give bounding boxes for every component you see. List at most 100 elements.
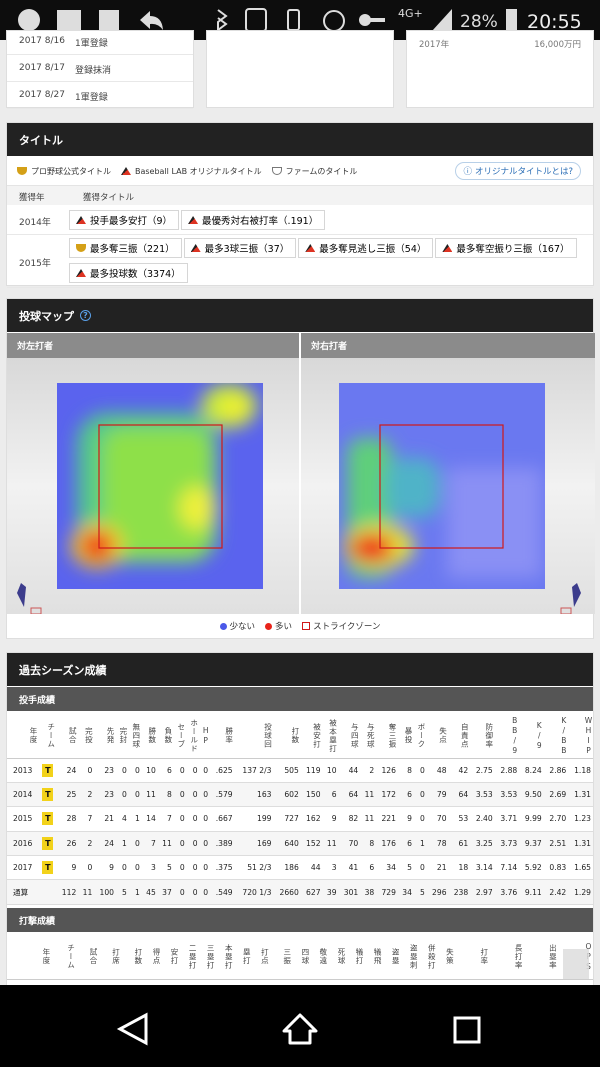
bluetooth-icon	[217, 9, 228, 32]
stats-cell: 3.71	[494, 806, 520, 832]
column-header: 二塁打	[180, 933, 199, 980]
stats-cell: 602	[273, 782, 301, 808]
stats-cell: 0	[186, 855, 200, 881]
stats-cell: 2	[78, 831, 95, 857]
app-icon	[18, 9, 40, 31]
stats-cell: 2.97	[470, 879, 495, 905]
stats-cell: 176	[376, 831, 398, 857]
legend-swatch-low	[219, 622, 227, 630]
help-link-text[interactable]: オリジナルタイトルとは?	[474, 167, 573, 177]
column-header: 暴投	[397, 712, 414, 759]
heat-blob	[102, 428, 212, 558]
stats-cell: 0	[78, 758, 95, 783]
stats-cell: 3.76	[494, 879, 520, 905]
title-chip: 最多奪空振り三振（167）	[435, 238, 577, 258]
column-header: 自責点	[448, 712, 471, 759]
title-chip: 最優秀対右被打率（.191）	[181, 210, 326, 230]
title-text: 最優秀対右被打率（.191）	[202, 216, 319, 227]
stats-cell: 0	[116, 855, 129, 881]
stats-cell: 0	[116, 758, 129, 783]
title-icon	[190, 244, 201, 252]
column-header: 死球	[328, 933, 347, 980]
stats-cell: 34	[376, 855, 398, 881]
stats-cell: 2.40	[470, 806, 495, 832]
stats-cell: 11	[141, 782, 158, 808]
home-button[interactable]	[282, 1013, 318, 1045]
pitching-wrap: 年度 チーム 試合 完投 先発 完封 無四球 勝数 負数 セーブ ホールド HP 勝率 投球回 打数 被安打被…	[7, 712, 593, 905]
stats-row: 2017 T 9 0 9 0 0 3 5 0 0 0.375 51 2/3 186 44 3 41 6 34 5 0 21…	[7, 855, 593, 881]
stats-cell: .389	[210, 831, 235, 857]
stats-cell: 45	[141, 879, 158, 905]
stats-cell: 6	[360, 855, 377, 881]
column-header: 本塁打	[216, 933, 235, 980]
panel-right-heading: 対右打者	[301, 333, 595, 358]
column-header: K/9	[519, 712, 544, 759]
title-text: 最多3球三振（37）	[204, 244, 290, 255]
stats-cell: 0	[413, 782, 427, 808]
column-header: 打率	[455, 933, 490, 980]
stats-cell: 0	[199, 782, 211, 808]
stats-cell: 172	[376, 782, 398, 808]
title-text: 最多奪空振り三振（167）	[456, 244, 570, 255]
roster-event: 1軍登録	[75, 39, 108, 49]
help-link[interactable]: ⓘ オリジナルタイトルとは?	[455, 162, 581, 180]
team-cell: T	[39, 855, 57, 881]
column-header: 勝数	[141, 712, 158, 759]
heatmaps	[7, 358, 595, 614]
header-row: 年度 チーム 試合 打席 打数 得点 安打 二塁打 三塁打 本塁打 塁打 打点 三振 四球 敬遠 死球 犠打 犠飛…	[7, 933, 593, 980]
stats-cell: 0	[128, 855, 142, 881]
nfc-icon	[245, 8, 267, 32]
stats-cell: 0	[186, 879, 200, 905]
heat-blob	[221, 396, 249, 420]
back-button[interactable]	[116, 1012, 148, 1046]
stats-cell: 112	[56, 879, 79, 905]
stats-cell: 5	[397, 855, 414, 881]
column-header: 防御率	[470, 712, 495, 759]
stats-cell: 34	[397, 879, 414, 905]
stats-cell: 2013	[7, 758, 40, 783]
stats-cell: 1	[413, 831, 427, 857]
roster-date: 2017 8/16	[19, 36, 65, 46]
column-header: 年度	[7, 712, 40, 759]
stats-cell: 25	[56, 782, 79, 808]
legend-icon	[271, 167, 282, 175]
stats-cell: 169	[234, 831, 274, 857]
stats-cell: 162	[300, 806, 323, 832]
stats-cell: 1.31	[568, 831, 593, 857]
column-header: 負数	[157, 712, 174, 759]
column-header: 奪三振	[376, 712, 398, 759]
titles-card: タイトル プロ野球公式タイトル Baseball LAB オリジナルタイトル ファー…	[6, 122, 594, 288]
stats-cell: 9	[322, 806, 339, 832]
help-icon[interactable]: ?	[80, 310, 91, 321]
stats-cell: 7	[78, 806, 95, 832]
stats-cell: 48	[426, 758, 449, 783]
stats-cell: 2.88	[494, 758, 520, 783]
nav-icons	[116, 1012, 481, 1046]
stats-cell: 0	[173, 806, 187, 832]
recents-button[interactable]	[453, 1016, 481, 1044]
column-header: 三塁打	[198, 933, 217, 980]
title-text: 最多投球数（3374）	[90, 269, 181, 280]
pitch-map-legend: 少ない 多い ストライクゾーン	[7, 615, 593, 637]
stats-cell: 199	[234, 806, 274, 832]
stats-cell: 2.69	[543, 782, 569, 808]
stats-cell: 186	[273, 855, 301, 881]
stats-cell: 0	[199, 831, 211, 857]
reply-icon	[140, 11, 163, 30]
legend-text: Baseball LAB オリジナルタイトル	[135, 166, 262, 176]
stats-cell: 42	[448, 758, 471, 783]
column-header: 年度	[7, 933, 52, 980]
scroll-top-button[interactable]	[563, 949, 589, 979]
roster-event: 登録抹消	[75, 66, 112, 76]
team-badge: T	[42, 861, 54, 875]
stats-cell: 0	[128, 782, 142, 808]
stats-cell: 8	[397, 758, 414, 783]
roster-date: 2017 8/27	[19, 90, 65, 100]
stats-cell: 26	[56, 831, 79, 857]
stats-cell: 3.14	[470, 855, 495, 881]
column-header: 安打	[161, 933, 181, 980]
team-cell: T	[39, 782, 57, 808]
stats-cell: 296	[426, 879, 449, 905]
stats-cell: 82	[338, 806, 361, 832]
title-year: 2014年	[19, 218, 51, 228]
